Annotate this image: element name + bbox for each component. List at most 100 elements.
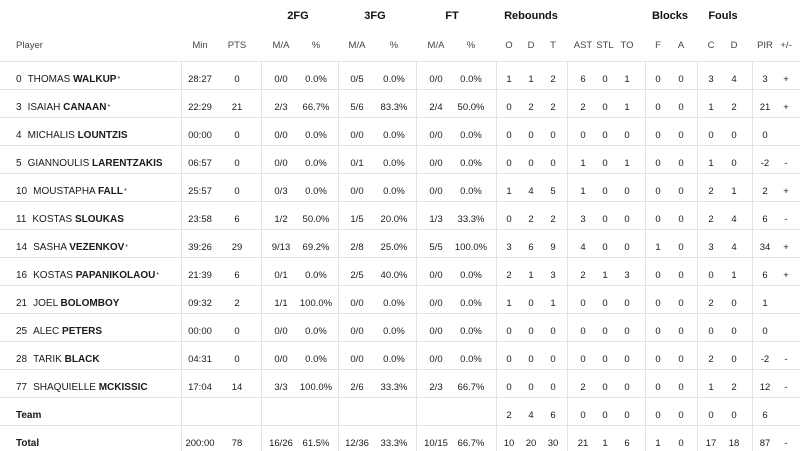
player-first-name: THOMAS [27, 74, 71, 85]
player-cell: 0 [655, 74, 661, 85]
column-header: M/A [272, 40, 290, 51]
player-cell: 21:39 [188, 270, 212, 281]
player-cell: 0.0% [305, 186, 327, 197]
player-cell: 0/0 [274, 326, 288, 337]
player-cell: 1 [528, 74, 534, 85]
player-cell: 0 [678, 270, 684, 281]
group-header-greb: Rebounds [504, 10, 558, 22]
player-cell: 0/0 [429, 158, 443, 169]
player-cell: 0.0% [305, 270, 327, 281]
player-cell: 4 [731, 242, 737, 253]
player-cell: 0 [678, 326, 684, 337]
player-cell: 0 [506, 102, 512, 113]
column-header: % [389, 40, 399, 51]
player-last-name: BLACK [64, 354, 100, 365]
player-cell: 0 [602, 382, 608, 393]
total-cell: 33.3% [380, 438, 408, 449]
player-cell: 0 [731, 130, 737, 141]
player-cell: 0 [655, 326, 661, 337]
player-cell: 2 [506, 270, 512, 281]
player-cell: 0 [762, 326, 768, 337]
player-cell: 6 [762, 214, 768, 225]
player-cell: 0.0% [383, 186, 405, 197]
total-cell: 6 [624, 438, 630, 449]
player-cell: 0/0 [429, 130, 443, 141]
player-cell: 0 [234, 74, 240, 85]
player-cell: 0/1 [274, 270, 288, 281]
player-name[interactable]: 3 ISAIAH CANAAN* [16, 102, 110, 114]
player-number: 21 [16, 298, 28, 309]
player-name[interactable]: 4 MICHALIS LOUNTZIS [16, 130, 128, 142]
player-cell: 0 [655, 214, 661, 225]
player-name[interactable]: 21 JOEL BOLOMBOY [16, 298, 119, 310]
player-last-name: FALL [97, 186, 123, 197]
player-number: 28 [16, 354, 28, 365]
player-name[interactable]: 0 THOMAS WALKUP* [16, 74, 120, 86]
total-cell: 16/26 [269, 438, 293, 449]
player-cell: 0 [708, 130, 714, 141]
player-cell: 0 [506, 382, 512, 393]
player-cell: 0 [602, 242, 608, 253]
row-divider [0, 397, 800, 398]
player-name[interactable]: 5 GIANNOULIS LARENTZAKIS [16, 158, 163, 170]
player-cell: 0 [624, 326, 630, 337]
player-cell: 2 [528, 214, 534, 225]
player-cell: 0 [602, 102, 608, 113]
player-name[interactable]: 10 MOUSTAPHA FALL* [16, 186, 127, 198]
player-name[interactable]: 28 TARIK BLACK [16, 354, 100, 366]
player-cell: 0/0 [350, 354, 364, 365]
player-cell: 0 [550, 382, 556, 393]
column-header: A [677, 40, 685, 51]
player-cell: 2 [708, 298, 714, 309]
player-cell: 0 [234, 326, 240, 337]
player-cell: 0 [731, 158, 737, 169]
player-cell: 20.0% [380, 214, 408, 225]
column-divider [496, 61, 497, 451]
player-cell: 50.0% [457, 102, 485, 113]
player-cell: 1/5 [350, 214, 364, 225]
total-cell: 200:00 [185, 438, 215, 449]
player-cell: -2 [760, 354, 770, 365]
column-divider [181, 61, 182, 451]
player-cell: 1 [528, 270, 534, 281]
player-cell: 1 [602, 270, 608, 281]
player-last-name: LARENTZAKIS [92, 158, 163, 169]
player-cell: 0/3 [274, 186, 288, 197]
player-cell: 0 [655, 298, 661, 309]
player-cell: 0 [731, 354, 737, 365]
player-cell: 0 [234, 354, 240, 365]
player-last-name: WALKUP [73, 74, 117, 85]
player-name[interactable]: 77 SHAQUIELLE MCKISSIC [16, 382, 148, 394]
column-header: Min [192, 40, 208, 51]
player-cell: 0 [678, 74, 684, 85]
player-cell: 22:29 [188, 102, 212, 113]
player-name[interactable]: 16 KOSTAS PAPANIKOLAOU* [16, 270, 159, 282]
total-cell: 1 [602, 438, 608, 449]
player-cell: 2/5 [350, 270, 364, 281]
player-cell: 1/2 [274, 214, 288, 225]
column-divider [261, 61, 262, 451]
player-first-name: JOEL [33, 298, 58, 309]
player-cell: 4 [731, 74, 737, 85]
column-header: % [466, 40, 476, 51]
player-name[interactable]: 11 KOSTAS SLOUKAS [16, 214, 124, 226]
player-first-name: ISAIAH [27, 102, 61, 113]
player-last-name: PAPANIKOLAOU [75, 270, 156, 281]
player-cell: 17:04 [188, 382, 212, 393]
starter-mark: * [107, 104, 111, 111]
player-name[interactable]: 14 SASHA VEZENKOV* [16, 242, 128, 254]
player-cell: 0 [708, 326, 714, 337]
player-cell: 0.0% [460, 326, 482, 337]
total-cell: 18 [728, 438, 740, 449]
player-cell: 39:26 [188, 242, 212, 253]
player-number: 11 [16, 214, 27, 225]
column-header: C [707, 40, 715, 51]
total-cell: 0 [678, 438, 684, 449]
player-name[interactable]: 25 ALEC PETERS [16, 326, 102, 338]
team-cell: 2 [506, 410, 512, 421]
player-cell: 0 [655, 270, 661, 281]
starter-mark: * [117, 76, 121, 83]
player-first-name: KOSTAS [32, 214, 73, 225]
player-cell: 0/0 [429, 326, 443, 337]
